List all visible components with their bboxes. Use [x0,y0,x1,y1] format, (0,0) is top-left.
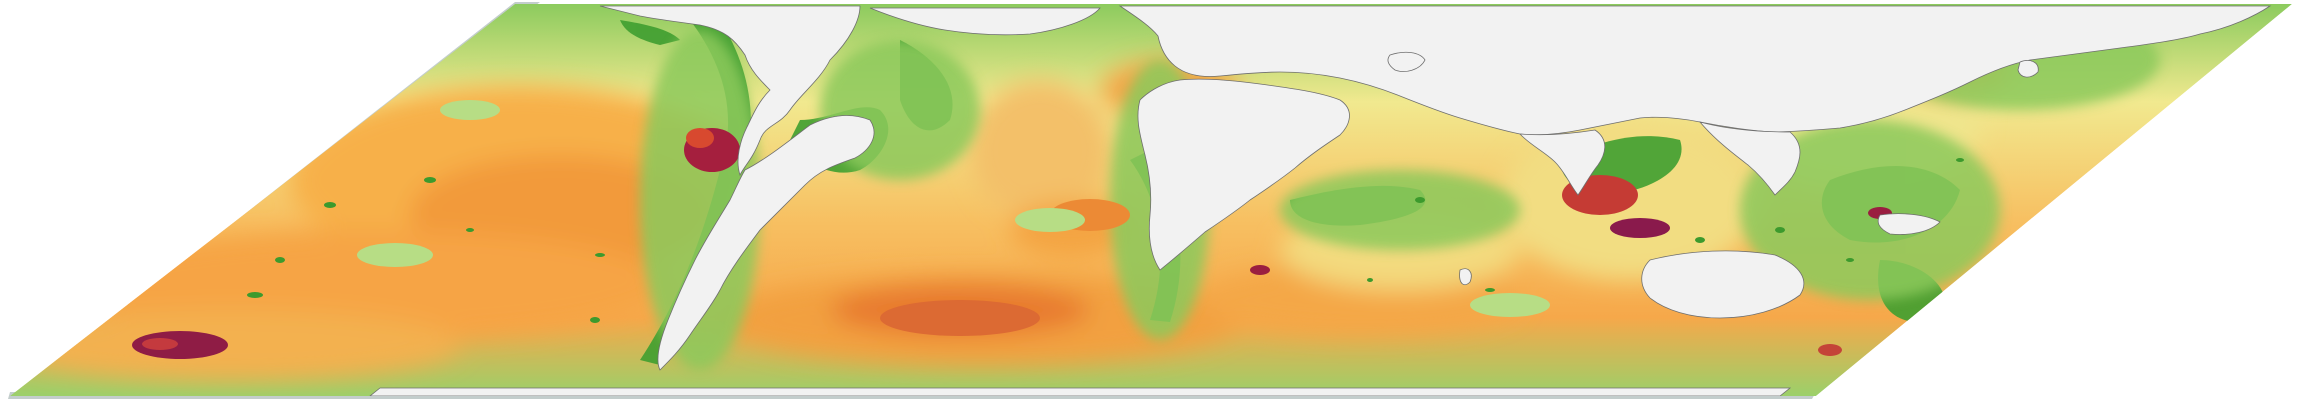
landmasses [368,5,2272,396]
land-greenland [869,7,1101,36]
land-southeast-asia [1698,121,1801,196]
land-antarctica [368,387,1792,396]
hotspot-south-atlantic [880,300,1040,336]
land-indonesia [1877,213,1941,235]
land-north-america [599,5,861,177]
land-africa [1137,78,1350,271]
land-europe-asia-north [1118,5,2272,136]
land-japan [2017,60,2039,78]
land-australia [1641,250,1805,319]
land-madagascar [1459,268,1472,286]
hotspot-pacific-south [132,331,228,359]
island-clusters [357,100,1550,317]
land-arabia-india [1519,129,1606,196]
land-central-south-america [657,115,875,371]
land-british-isles [1387,51,1426,72]
map-surface [10,4,2292,396]
